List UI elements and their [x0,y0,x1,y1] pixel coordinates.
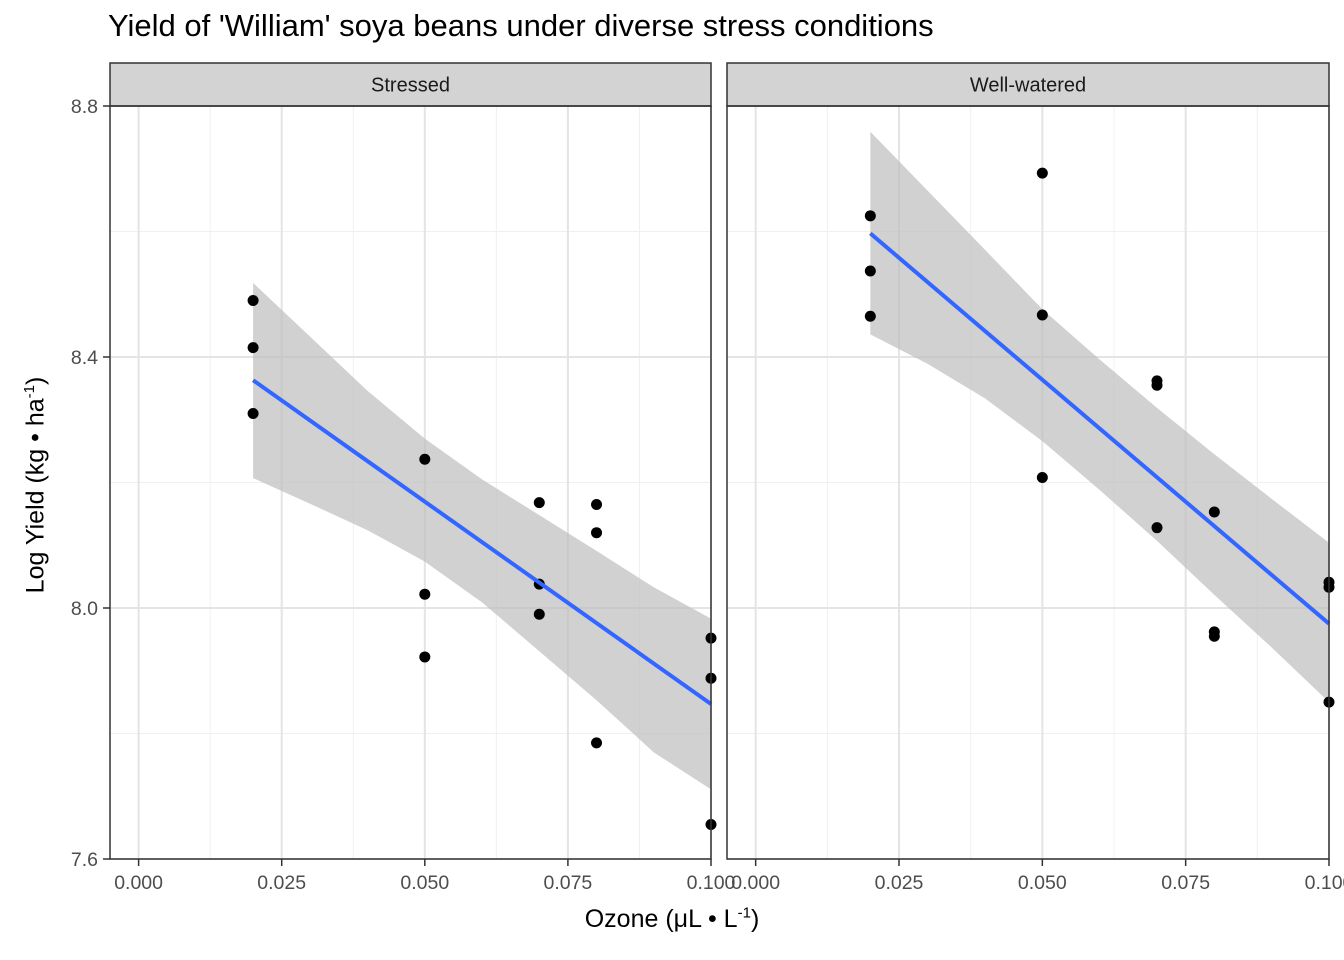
data-point [247,342,259,354]
x-tick-label: 0.050 [400,872,449,894]
facet-strip [109,62,712,107]
confidence-ribbon [253,282,711,790]
data-point [864,265,876,277]
data-point [419,588,431,600]
data-point [864,310,876,322]
data-point [1151,379,1163,391]
x-tick-label: 0.100 [1305,872,1344,894]
data-point [247,295,259,307]
x-tick-label: 0.000 [731,872,780,894]
x-tick-label: 0.025 [257,872,306,894]
y-tick-label: 8.4 [71,347,98,369]
regression-line [251,378,713,706]
data-point [533,608,545,620]
x-tick-label: 0.075 [1161,872,1210,894]
y-tick-label: 7.6 [71,849,98,871]
data-point [591,498,603,510]
confidence-ribbon [870,131,1329,703]
data-point [419,453,431,465]
data-point [591,527,603,539]
data-point [1036,167,1048,179]
data-point [247,407,259,419]
x-tick-label: 0.100 [687,872,736,894]
panel-border [726,105,1330,860]
data-point [1208,630,1220,642]
panel-well-watered: Well-watered 0.000 0.025 0.050 0.075 0.100 [726,62,1344,894]
data-point [1036,309,1048,321]
x-axis-label: Ozone (μL • L-1) [584,904,760,933]
x-tick-label: 0.000 [114,872,163,894]
x-tick-label: 0.050 [1018,872,1067,894]
y-tick-label: 8.0 [71,598,98,620]
data-point [591,737,603,749]
facet-strip-label: Well-watered [970,75,1086,97]
data-point [1208,506,1220,518]
facet-strip [726,62,1330,107]
facet-strip-label: Stressed [371,75,450,97]
data-point [1151,522,1163,534]
x-tick-label: 0.025 [875,872,924,894]
data-point [419,651,431,663]
x-tick-label: 0.075 [543,872,592,894]
data-point [533,497,545,509]
chart-title: Yield of 'William' soya beans under dive… [108,8,934,43]
y-tick-label: 8.8 [71,96,98,118]
data-point [864,210,876,222]
regression-line [869,231,1331,626]
panel-border [109,105,712,860]
y-axis-label: Log Yield (kg • ha-1) [21,376,50,594]
panel-stressed: Stressed 0.000 0.025 0.050 0.075 0.100 7.6 8.0 8… [71,62,736,894]
data-point [1036,471,1048,483]
